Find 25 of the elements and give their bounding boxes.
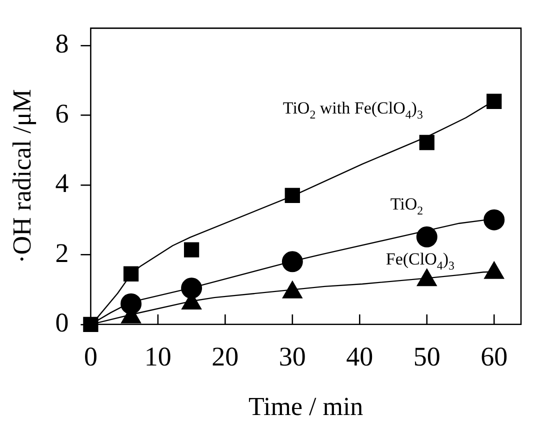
point — [181, 278, 202, 299]
y-axis-title: ·OH radical /μM — [7, 89, 36, 264]
x-tick-label: 50 — [413, 342, 440, 372]
x-tick-label: 10 — [144, 342, 172, 372]
point — [486, 94, 502, 109]
y-tick-label: 6 — [55, 98, 69, 128]
x-axis-title: Time / min — [248, 392, 364, 422]
x-tick-label: 60 — [480, 342, 508, 372]
y-tick-label: 2 — [55, 238, 69, 268]
x-tick-label: 20 — [212, 342, 239, 372]
point — [120, 293, 142, 314]
y-tick-label: 8 — [55, 28, 69, 59]
point — [282, 251, 303, 272]
point — [416, 226, 438, 248]
point — [184, 242, 200, 258]
x-tick-label: 0 — [84, 342, 98, 372]
y-tick-label: 0 — [55, 307, 69, 338]
point — [419, 134, 434, 150]
point — [123, 266, 139, 282]
point — [284, 188, 300, 204]
point — [484, 209, 505, 230]
x-tick-label: 30 — [278, 342, 306, 372]
y-tick-label: 4 — [55, 168, 70, 198]
x-tick-label: 40 — [346, 342, 374, 372]
point — [83, 316, 98, 332]
